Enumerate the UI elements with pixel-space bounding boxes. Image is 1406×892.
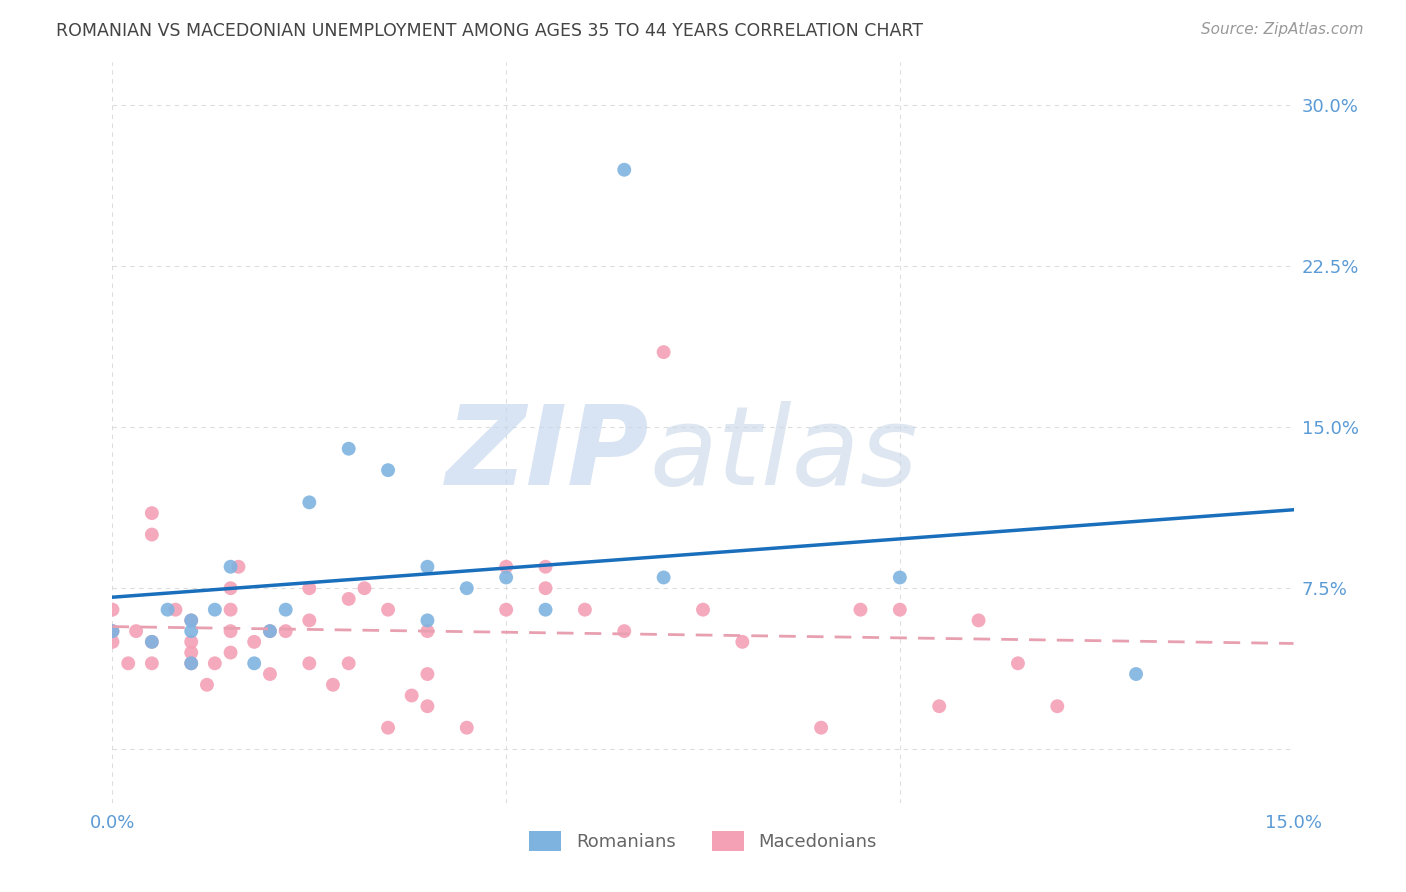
Point [337,442,360,456]
Point [274,624,297,639]
Point [416,559,439,574]
Point [377,463,399,477]
Point [401,689,423,703]
Point [141,527,163,541]
Point [810,721,832,735]
Point [180,614,202,628]
Point [889,602,911,616]
Legend: Romanians, Macedonians: Romanians, Macedonians [520,822,886,861]
Point [180,624,202,639]
Point [228,559,250,574]
Point [495,570,517,584]
Point [101,624,124,639]
Point [652,345,675,359]
Point [849,602,872,616]
Point [337,657,360,671]
Point [219,602,242,616]
Point [456,581,478,595]
Point [534,602,557,616]
Point [180,614,202,628]
Point [574,602,596,616]
Point [613,624,636,639]
Point [652,570,675,584]
Point [416,624,439,639]
Point [495,559,517,574]
Point [243,657,266,671]
Point [298,581,321,595]
Point [195,678,218,692]
Point [928,699,950,714]
Point [416,699,439,714]
Point [731,635,754,649]
Point [889,570,911,584]
Point [180,657,202,671]
Point [180,657,202,671]
Point [204,602,226,616]
Point [204,657,226,671]
Point [259,667,281,681]
Point [243,635,266,649]
Text: ZIP: ZIP [446,401,650,508]
Point [180,646,202,660]
Point [180,635,202,649]
Point [117,657,139,671]
Point [534,559,557,574]
Point [101,635,124,649]
Text: ROMANIAN VS MACEDONIAN UNEMPLOYMENT AMONG AGES 35 TO 44 YEARS CORRELATION CHART: ROMANIAN VS MACEDONIAN UNEMPLOYMENT AMON… [56,22,924,40]
Point [274,602,297,616]
Text: atlas: atlas [650,401,918,508]
Point [298,657,321,671]
Point [1046,699,1069,714]
Text: Source: ZipAtlas.com: Source: ZipAtlas.com [1201,22,1364,37]
Point [495,602,517,616]
Point [219,581,242,595]
Point [456,721,478,735]
Point [141,635,163,649]
Point [534,581,557,595]
Point [298,495,321,509]
Point [165,602,187,616]
Point [337,591,360,606]
Point [101,624,124,639]
Point [219,624,242,639]
Point [141,657,163,671]
Point [692,602,714,616]
Point [219,559,242,574]
Point [416,614,439,628]
Point [125,624,148,639]
Point [377,721,399,735]
Point [353,581,375,595]
Point [259,624,281,639]
Point [377,602,399,616]
Point [1125,667,1147,681]
Point [141,506,163,520]
Point [156,602,179,616]
Point [298,614,321,628]
Point [101,602,124,616]
Point [613,162,636,177]
Point [219,646,242,660]
Point [1007,657,1029,671]
Point [322,678,344,692]
Point [141,635,163,649]
Point [259,624,281,639]
Point [967,614,990,628]
Point [416,667,439,681]
